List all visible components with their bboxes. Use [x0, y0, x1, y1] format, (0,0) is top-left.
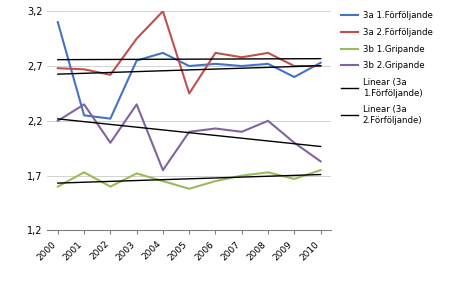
Legend: 3a 1.Förföljande, 3a 2.Förföljande, 3b 1.Gripande, 3b 2.Gripande, Linear (3a
1.F: 3a 1.Förföljande, 3a 2.Förföljande, 3b 1…: [341, 11, 432, 125]
